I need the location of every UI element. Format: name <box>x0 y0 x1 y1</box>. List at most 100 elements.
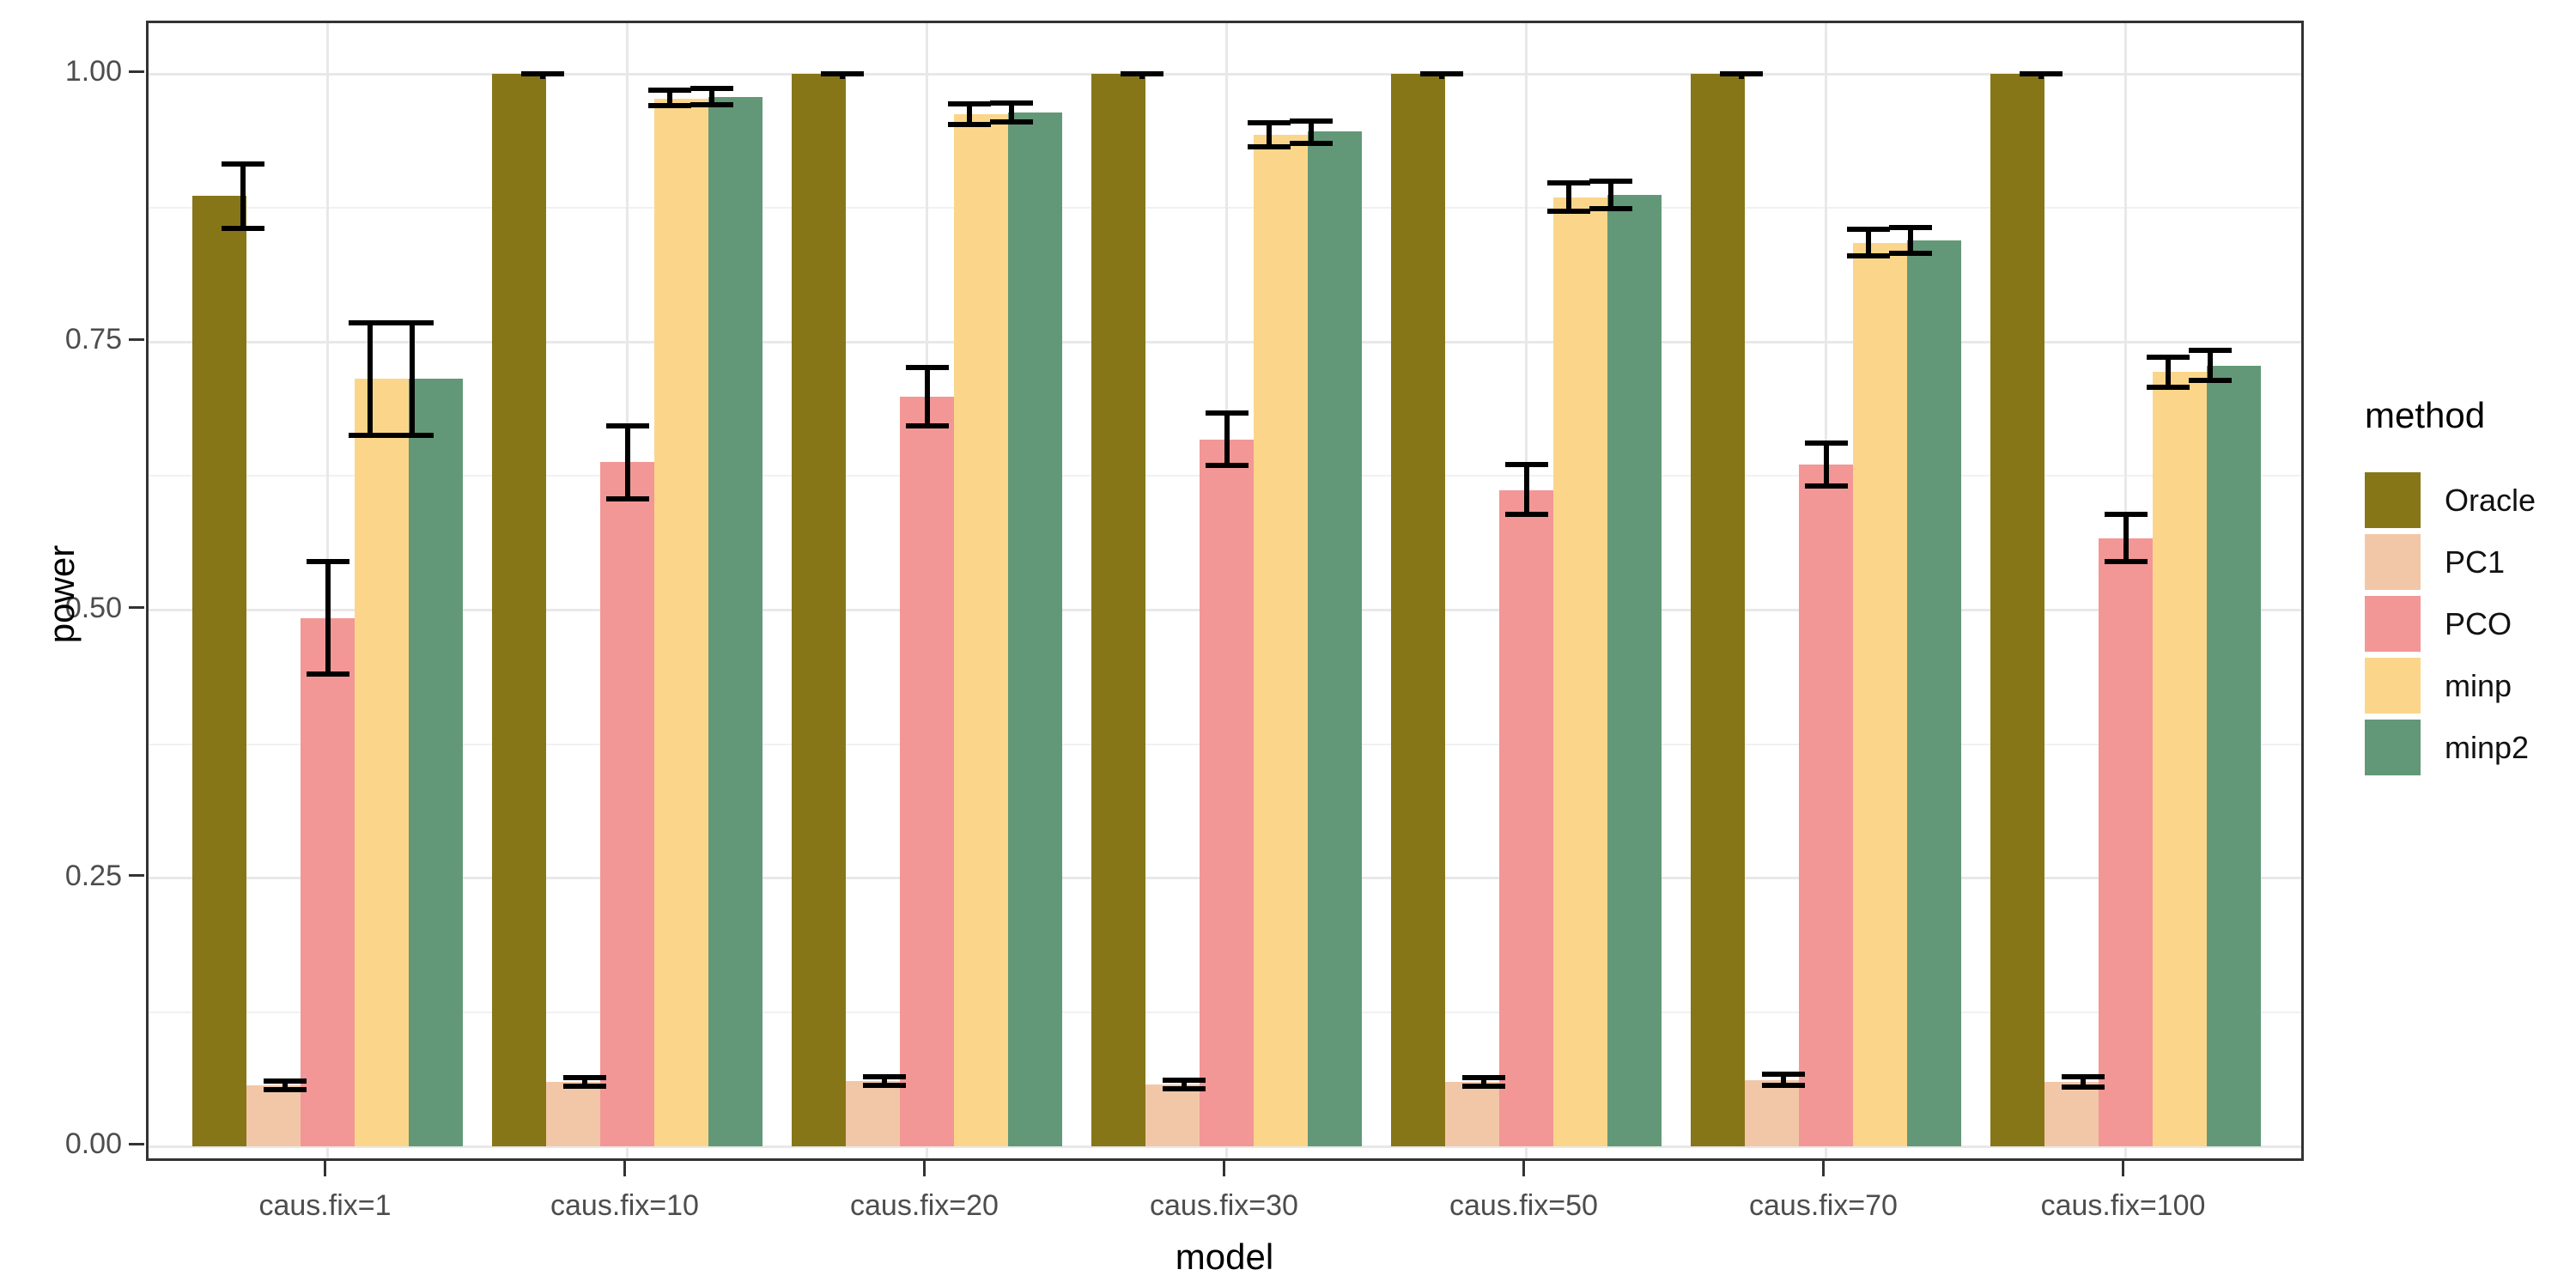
errorbar-line-minp2-caus.fix=100 <box>2207 350 2213 381</box>
legend-label-PC1: PC1 <box>2445 544 2506 580</box>
legend-label-minp2: minp2 <box>2445 730 2530 765</box>
errorbar-cap-hi-PCO-caus.fix=20 <box>905 365 949 371</box>
bar-minp-caus.fix=30 <box>1254 135 1308 1146</box>
errorbar-cap-lo-minp2-caus.fix=30 <box>1289 141 1333 147</box>
errorbar-cap-lo-PCO-caus.fix=100 <box>2104 559 2148 565</box>
legend-swatch-minp <box>2365 658 2421 714</box>
gridline-major-0 <box>149 1145 2301 1148</box>
y-tick-label-1.00: 1.00 <box>64 55 122 88</box>
errorbar-cap-lo-minp-caus.fix=20 <box>947 121 991 127</box>
bar-PC1-caus.fix=10 <box>546 1082 600 1146</box>
errorbar-line-PC1-caus.fix=1 <box>283 1080 289 1090</box>
errorbar-cap-hi-PC1-caus.fix=10 <box>563 1075 607 1081</box>
x-tick-mark-caus.fix=30 <box>1223 1161 1225 1176</box>
bar-Oracle-caus.fix=70 <box>1691 74 1745 1146</box>
errorbar-cap-hi-PC1-caus.fix=70 <box>1762 1072 1806 1078</box>
errorbar-line-PCO-caus.fix=100 <box>2123 514 2129 562</box>
errorbar-line-minp-caus.fix=1 <box>367 322 373 435</box>
errorbar-cap-hi-PCO-caus.fix=70 <box>1804 440 1848 446</box>
errorbar-cap-lo-PC1-caus.fix=10 <box>563 1084 607 1090</box>
bar-minp-caus.fix=70 <box>1853 243 1907 1146</box>
y-tick-mark-0.25 <box>129 874 144 878</box>
gridline-major-1 <box>149 72 2301 76</box>
errorbar-line-PCO-caus.fix=50 <box>1523 464 1529 515</box>
y-axis-title: power <box>41 544 82 644</box>
errorbar-cap-hi-PCO-caus.fix=100 <box>2104 512 2148 518</box>
y-tick-mark-0.50 <box>129 606 144 609</box>
errorbar-cap-hi-minp2-caus.fix=30 <box>1289 118 1333 124</box>
errorbar-line-minp2-caus.fix=70 <box>1907 227 1913 253</box>
errorbar-cap-lo-PCO-caus.fix=70 <box>1804 483 1848 489</box>
errorbar-cap-lo-minp2-caus.fix=50 <box>1589 206 1632 212</box>
errorbar-cap-lo-PC1-caus.fix=100 <box>2062 1084 2105 1091</box>
errorbar-cap-hi-PC1-caus.fix=20 <box>863 1073 907 1079</box>
bar-PC1-caus.fix=20 <box>846 1080 900 1146</box>
errorbar-line-PCO-caus.fix=20 <box>924 368 930 426</box>
errorbar-line-PCO-caus.fix=10 <box>624 425 630 499</box>
errorbar-cap-lo-minp-caus.fix=1 <box>348 432 392 438</box>
bar-PCO-caus.fix=100 <box>2099 538 2153 1146</box>
bar-PCO-caus.fix=30 <box>1200 439 1254 1146</box>
errorbar-line-PCO-caus.fix=1 <box>325 562 331 675</box>
legend-swatch-minp2 <box>2365 720 2421 775</box>
errorbar-cap-lo-Oracle-caus.fix=20 <box>821 71 865 76</box>
x-tick-label-caus.fix=100: caus.fix=100 <box>2040 1189 2206 1222</box>
errorbar-line-Oracle-caus.fix=10 <box>540 74 546 79</box>
errorbar-line-minp-caus.fix=20 <box>966 103 972 125</box>
errorbar-cap-lo-Oracle-caus.fix=100 <box>2020 71 2063 76</box>
errorbar-line-minp2-caus.fix=30 <box>1308 120 1314 144</box>
x-axis-title: model <box>1175 1236 1274 1277</box>
bar-minp-caus.fix=50 <box>1553 197 1607 1146</box>
legend-label-minp: minp <box>2445 668 2512 703</box>
bar-PCO-caus.fix=70 <box>1799 464 1853 1146</box>
errorbar-line-minp2-caus.fix=10 <box>708 88 714 106</box>
errorbar-cap-hi-minp-caus.fix=1 <box>348 319 392 325</box>
bar-PCO-caus.fix=50 <box>1499 489 1553 1146</box>
bar-Oracle-caus.fix=10 <box>492 74 546 1146</box>
errorbar-cap-lo-Oracle-caus.fix=10 <box>521 71 565 76</box>
errorbar-cap-lo-PC1-caus.fix=30 <box>1163 1085 1206 1091</box>
errorbar-cap-hi-minp-caus.fix=20 <box>947 100 991 106</box>
errorbar-cap-hi-PCO-caus.fix=10 <box>605 422 649 428</box>
errorbar-line-PCO-caus.fix=30 <box>1224 412 1230 465</box>
x-tick-label-caus.fix=70: caus.fix=70 <box>1749 1189 1898 1222</box>
errorbar-cap-hi-PC1-caus.fix=100 <box>2062 1073 2105 1079</box>
bar-Oracle-caus.fix=50 <box>1391 74 1445 1146</box>
x-tick-label-caus.fix=50: caus.fix=50 <box>1449 1189 1598 1222</box>
errorbar-line-Oracle-caus.fix=100 <box>2038 74 2044 79</box>
errorbar-cap-hi-minp-caus.fix=70 <box>1846 227 1890 233</box>
errorbar-cap-lo-minp-caus.fix=70 <box>1846 253 1890 259</box>
errorbar-cap-lo-minp2-caus.fix=10 <box>690 102 733 108</box>
bar-PCO-caus.fix=20 <box>900 396 954 1146</box>
bar-minp2-caus.fix=1 <box>409 378 463 1146</box>
plot-panel <box>146 21 2304 1161</box>
errorbar-cap-hi-PCO-caus.fix=30 <box>1205 410 1249 416</box>
errorbar-cap-hi-minp-caus.fix=50 <box>1546 180 1590 186</box>
legend-swatch-PC1 <box>2365 534 2421 590</box>
errorbar-cap-lo-Oracle-caus.fix=1 <box>222 225 265 231</box>
errorbar-cap-hi-minp-caus.fix=30 <box>1247 120 1291 126</box>
bar-minp2-caus.fix=100 <box>2207 365 2261 1146</box>
x-tick-mark-caus.fix=50 <box>1522 1161 1525 1176</box>
errorbar-cap-lo-minp2-caus.fix=20 <box>989 119 1033 125</box>
errorbar-line-minp-caus.fix=10 <box>666 89 672 106</box>
bar-minp-caus.fix=10 <box>654 98 708 1146</box>
errorbar-line-Oracle-caus.fix=1 <box>240 163 246 228</box>
bar-PCO-caus.fix=10 <box>600 462 654 1146</box>
x-tick-mark-caus.fix=10 <box>623 1161 626 1176</box>
bar-Oracle-caus.fix=100 <box>1990 74 2044 1146</box>
y-tick-mark-0.75 <box>129 337 144 341</box>
legend-swatch-PCO <box>2365 596 2421 652</box>
bar-minp2-caus.fix=30 <box>1308 131 1362 1146</box>
errorbar-cap-lo-PC1-caus.fix=20 <box>863 1082 907 1088</box>
errorbar-cap-hi-minp2-caus.fix=100 <box>2188 348 2232 354</box>
errorbar-cap-hi-minp2-caus.fix=50 <box>1589 178 1632 184</box>
errorbar-line-Oracle-caus.fix=20 <box>840 74 846 79</box>
errorbar-line-minp2-caus.fix=20 <box>1008 102 1014 123</box>
errorbar-cap-lo-minp-caus.fix=10 <box>647 103 691 109</box>
legend-label-Oracle: Oracle <box>2445 483 2537 518</box>
bar-PC1-caus.fix=50 <box>1445 1082 1499 1146</box>
errorbar-line-PC1-caus.fix=30 <box>1182 1079 1188 1089</box>
bar-Oracle-caus.fix=30 <box>1091 74 1145 1146</box>
